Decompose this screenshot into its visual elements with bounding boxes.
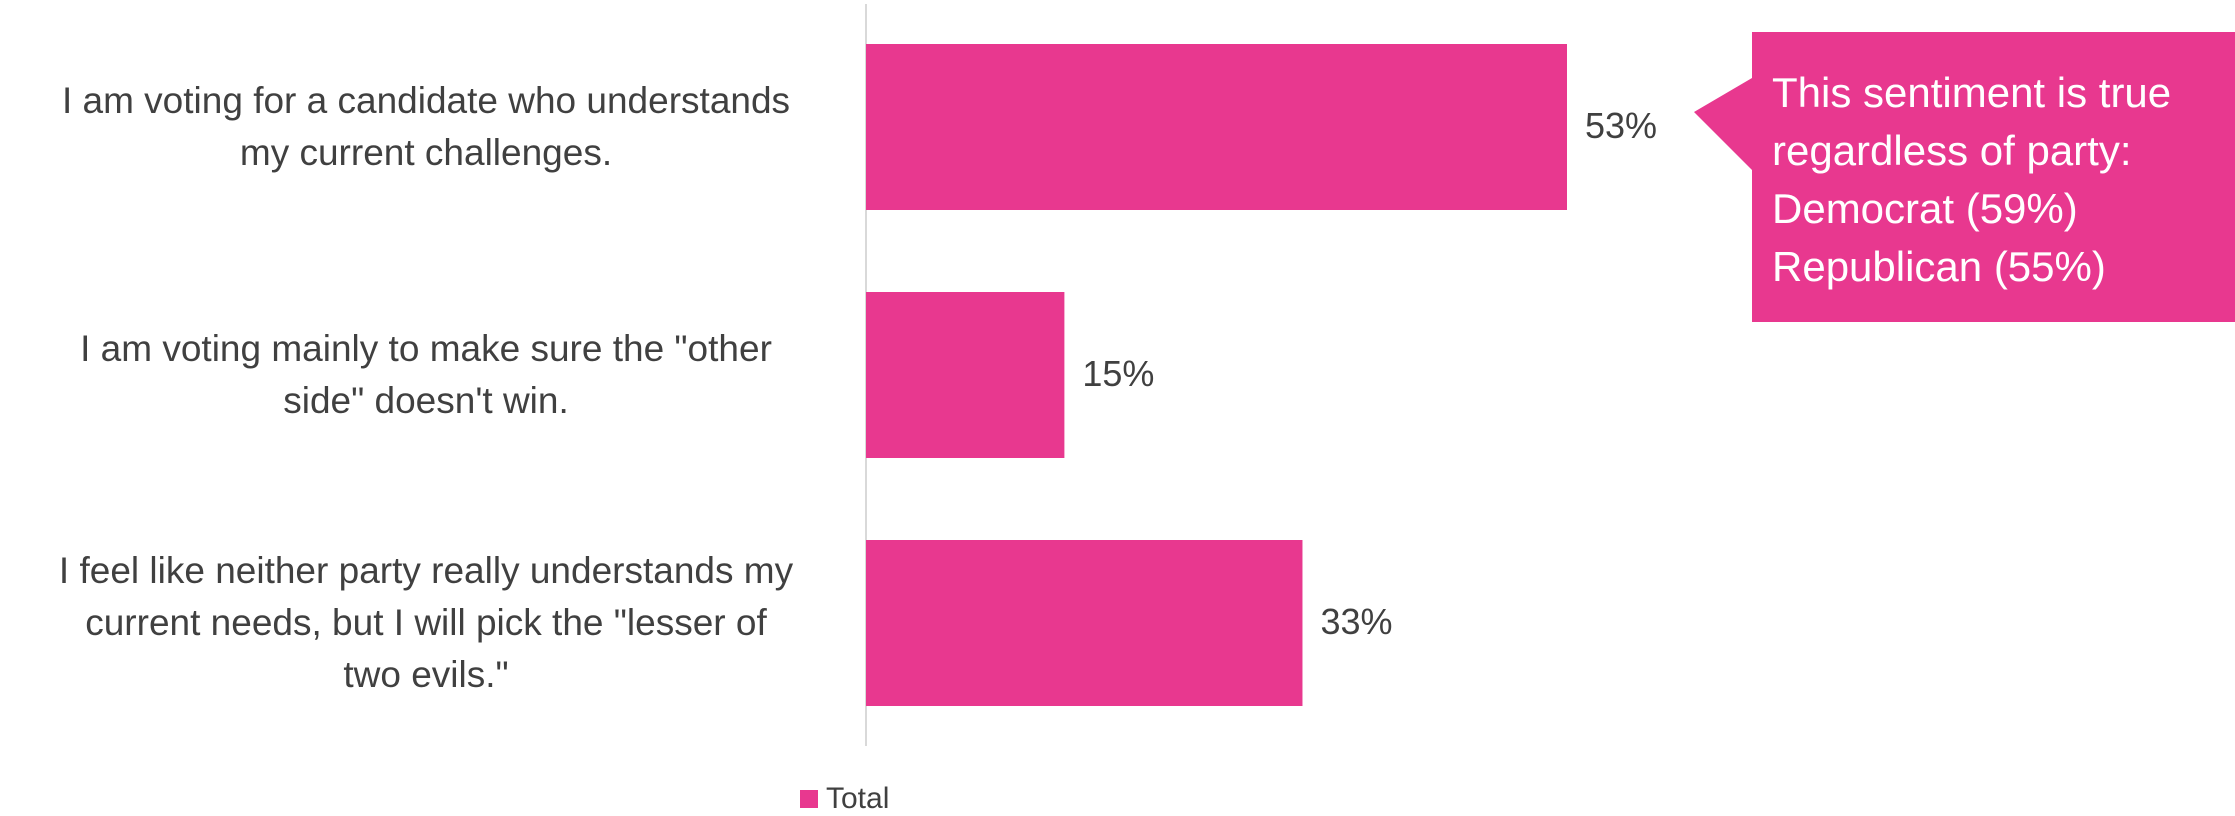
- callout-line-3: Democrat (59%): [1772, 185, 2078, 232]
- callout-line-4: Republican (55%): [1772, 243, 2106, 290]
- category-label-3-line-1: I feel like neither party really underst…: [58, 550, 794, 591]
- category-label-2-line-1: I am voting mainly to make sure the "oth…: [80, 328, 772, 369]
- category-label-1-line-1: I am voting for a candidate who understa…: [61, 80, 791, 121]
- category-label-3: I feel like neither party really underst…: [6, 545, 846, 701]
- callout-shape: [1694, 32, 2235, 322]
- category-label-3-line-3: two evils.": [343, 654, 509, 695]
- category-label-2-line-2: side" doesn't win.: [283, 380, 569, 421]
- legend: Total: [800, 782, 889, 816]
- bar-2: [866, 292, 1065, 458]
- legend-swatch: [800, 790, 818, 808]
- data-label-3: 33%: [1320, 601, 1393, 642]
- category-label-1-line-2: my current challenges.: [239, 132, 613, 173]
- data-label-1: 53%: [1585, 105, 1658, 146]
- category-label-1: I am voting for a candidate who understa…: [6, 75, 846, 179]
- callout-line-2: regardless of party:: [1772, 127, 2132, 174]
- data-label-2: 15%: [1082, 353, 1155, 394]
- bar-3: [866, 540, 1303, 706]
- legend-label: Total: [826, 782, 890, 815]
- bar-1: [866, 44, 1567, 210]
- callout-line-1: This sentiment is true: [1772, 69, 2172, 116]
- category-label-3-line-2: current needs, but I will pick the "less…: [85, 602, 767, 643]
- category-label-2: I am voting mainly to make sure the "oth…: [6, 323, 846, 427]
- callout-text: This sentiment is true regardless of par…: [1772, 64, 2222, 296]
